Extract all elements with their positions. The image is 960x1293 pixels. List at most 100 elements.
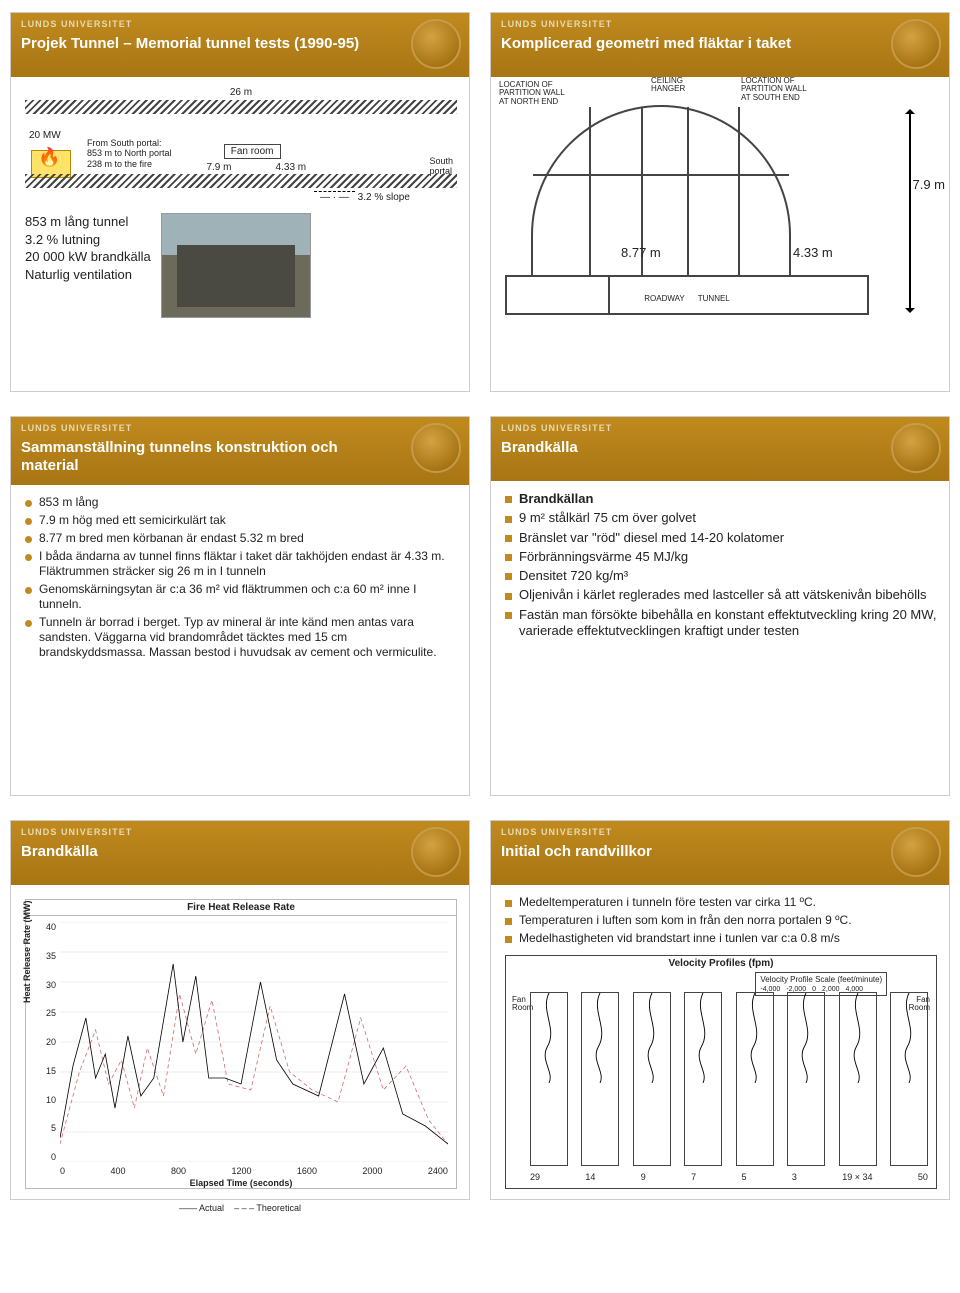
ytick: 35 [28, 951, 56, 961]
xtick: 3 [792, 1172, 797, 1182]
university-label: LUNDS UNIVERSITET [21, 19, 459, 29]
dim-79: 7.9 m [912, 177, 945, 192]
dist1: 853 m to North portal [87, 148, 172, 158]
slide-1: LUNDS UNIVERSITET Projek Tunnel – Memori… [10, 12, 470, 392]
roadway-label: ROADWAY [644, 294, 684, 303]
list-item: 8.77 m bred men körbanan är endast 5.32 … [25, 531, 457, 546]
lbl-north: LOCATION OF PARTITION WALL AT NORTH END [499, 81, 565, 106]
slide-title: Initial och randvillkor [501, 843, 860, 861]
profile-box [736, 992, 774, 1166]
slide-header: LUNDS UNIVERSITET Brandkälla [491, 417, 949, 481]
slide-body: LOCATION OF PARTITION WALL AT NORTH END … [491, 77, 949, 391]
slide-6: LUNDS UNIVERSITET Initial och randvillko… [490, 820, 950, 1200]
summary-text: 853 m lång tunnel 3.2 % lutning 20 000 k… [25, 213, 151, 318]
ytick: 40 [28, 922, 56, 932]
slide-header: LUNDS UNIVERSITET Komplicerad geometri m… [491, 13, 949, 77]
slope-label: 3.2 % slope [358, 192, 410, 203]
slide-2: LUNDS UNIVERSITET Komplicerad geometri m… [490, 12, 950, 392]
slide-title: Komplicerad geometri med fläktar i taket [501, 35, 860, 53]
xtick: 50 [918, 1172, 928, 1182]
xtick: 2400 [428, 1166, 448, 1176]
slide-4: LUNDS UNIVERSITET Brandkälla Brandkällan… [490, 416, 950, 796]
xtick: 5 [742, 1172, 747, 1182]
dim-433: 4.33 m [793, 245, 833, 260]
slide-3: LUNDS UNIVERSITET Sammanställning tunnel… [10, 416, 470, 796]
profile-box [581, 992, 619, 1166]
seal-icon [891, 19, 941, 69]
height-arrow [909, 111, 929, 311]
dim-h1: 7.9 m [206, 162, 231, 173]
xtick: 2000 [362, 1166, 382, 1176]
slide-header: LUNDS UNIVERSITET Initial och randvillko… [491, 821, 949, 885]
university-label: LUNDS UNIVERSITET [501, 423, 939, 433]
xtick: 0 [60, 1166, 65, 1176]
xtick: 1600 [297, 1166, 317, 1176]
bullet-list: 853 m lång 7.9 m hög med ett semicirkulär… [25, 495, 457, 663]
velocity-chart: Velocity Profiles (fpm) Velocity Profile… [505, 955, 937, 1189]
university-label: LUNDS UNIVERSITET [21, 827, 459, 837]
profiles [530, 992, 928, 1166]
list-item: Fastän man försökte bibehålla en konstan… [505, 607, 937, 640]
seal-icon [411, 827, 461, 877]
from-south: From South portal: [87, 138, 172, 148]
list-item: Genomskärningsytan är c:a 36 m² vid fläk… [25, 582, 457, 612]
slide-header: LUNDS UNIVERSITET Projek Tunnel – Memori… [11, 13, 469, 77]
dim-h2: 4.33 m [276, 162, 307, 173]
tunnel-photo [161, 213, 311, 318]
xtick: 1200 [231, 1166, 251, 1176]
portal-text: From South portal: 853 m to North portal… [87, 138, 172, 169]
seal-icon [891, 827, 941, 877]
slide-title: Brandkälla [501, 439, 860, 457]
ytick: 30 [28, 980, 56, 990]
ytick: 20 [28, 1037, 56, 1047]
list-item: 853 m lång [25, 495, 457, 510]
list-item: Medeltemperaturen i tunneln före testen … [505, 895, 937, 910]
bullet-list: Medeltemperaturen i tunneln före testen … [505, 895, 937, 949]
slide-body: Fire Heat Release Rate Heat Release Rate… [11, 885, 469, 1199]
profile-box [684, 992, 722, 1166]
arch-shape [531, 105, 791, 275]
list-item: 7.9 m hög med ett semicirkulärt tak [25, 513, 457, 528]
seal-icon [411, 423, 461, 473]
t3: 20 000 kW brandkälla [25, 248, 151, 266]
x-axis: 2914975319 × 3450 [530, 1172, 928, 1182]
university-label: LUNDS UNIVERSITET [21, 423, 459, 433]
list-item: Förbränningsvärme 45 MJ/kg [505, 549, 937, 565]
xtick: 9 [641, 1172, 646, 1182]
dist2: 238 m to the fire [87, 159, 172, 169]
xtick: 800 [171, 1166, 186, 1176]
t4: Naturlig ventilation [25, 266, 151, 284]
ytick: 15 [28, 1066, 56, 1076]
slide-5: LUNDS UNIVERSITET Brandkälla Fire Heat R… [10, 820, 470, 1200]
list-head: Brandkällan [505, 491, 937, 507]
university-label: LUNDS UNIVERSITET [501, 827, 939, 837]
label-20mw: 20 MW [29, 130, 61, 141]
slide-title: Brandkälla [21, 843, 380, 861]
slide-title: Projek Tunnel – Memorial tunnel tests (1… [21, 35, 380, 53]
list-item: Medelhastigheten vid brandstart inne i t… [505, 931, 937, 946]
scale-label: Velocity Profile Scale (feet/minute) [760, 975, 882, 984]
profile-box [787, 992, 825, 1166]
plot-area [60, 922, 448, 1162]
university-label: LUNDS UNIVERSITET [501, 19, 939, 29]
list-item: 9 m² stålkärl 75 cm över golvet [505, 510, 937, 526]
profile-box [633, 992, 671, 1166]
slide-header: LUNDS UNIVERSITET Sammanställning tunnel… [11, 417, 469, 485]
ytick: 0 [28, 1152, 56, 1162]
xtick: 14 [585, 1172, 595, 1182]
slide-header: LUNDS UNIVERSITET Brandkälla [11, 821, 469, 885]
ytick: 5 [28, 1123, 56, 1133]
slide-grid: LUNDS UNIVERSITET Projek Tunnel – Memori… [10, 12, 950, 1200]
profile-box [839, 992, 877, 1166]
y-axis: 0510152025303540 [28, 922, 56, 1162]
list-item: I båda ändarna av tunnel finns fläktar i… [25, 549, 457, 579]
slide-body: Medeltemperaturen i tunneln före testen … [491, 885, 949, 1199]
lbl-south: LOCATION OF PARTITION WALL AT SOUTH END [741, 77, 807, 102]
chart-svg [60, 922, 448, 1162]
south-portal: South portal [429, 156, 453, 176]
xtick: 19 × 34 [842, 1172, 872, 1182]
hrr-chart: Fire Heat Release Rate Heat Release Rate… [25, 899, 457, 1189]
list-item: Temperaturen i luften som kom in från de… [505, 913, 937, 928]
profile-box [890, 992, 928, 1166]
lbl-ceiling: CEILING HANGER [651, 77, 685, 94]
